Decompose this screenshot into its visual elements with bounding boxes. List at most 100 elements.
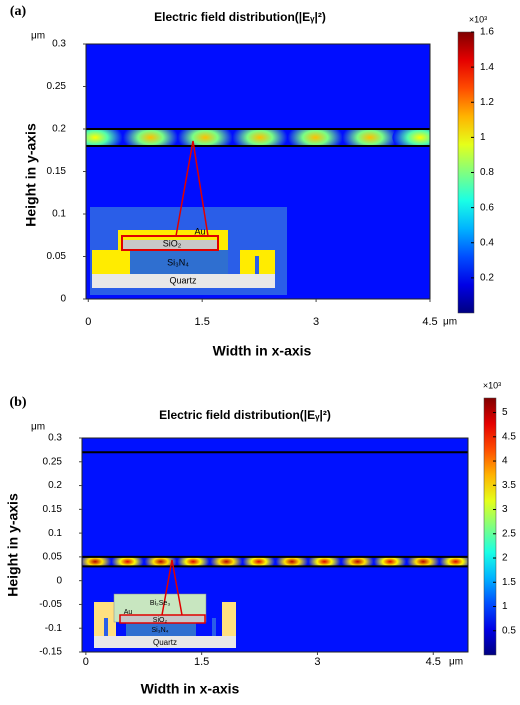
y-tick-label: 0.3 <box>52 39 66 50</box>
colorbar-multiplier: ×10³ <box>483 380 501 390</box>
y-tick-label: 0.1 <box>48 528 62 539</box>
colorbar <box>483 397 497 656</box>
hotspot <box>392 129 430 146</box>
inset-b: Bi₂Se₃ Au SiO₂ Si₃N₄ Quartz <box>94 559 236 648</box>
y-tick-label: 0 <box>56 575 62 586</box>
chart-title: Electric field distribution(|Eᵧ|²) <box>159 408 331 422</box>
y-tick-label: 0.3 <box>48 433 62 444</box>
y-tick-label: 0.15 <box>47 166 67 177</box>
x-tick-label: 4.5 <box>426 656 441 668</box>
y-tick-label: 0.05 <box>47 251 67 262</box>
inset-label: Quartz <box>153 638 177 647</box>
si3n4-layer <box>126 622 196 636</box>
y-tick-label: 0.15 <box>43 504 63 515</box>
chart-title: Electric field distribution(|Eᵧ|²) <box>154 10 326 24</box>
x-tick-label: 3 <box>314 656 320 668</box>
plot-frame <box>81 437 469 653</box>
hotspot <box>86 129 123 146</box>
colorbar-tick-label: 1 <box>480 132 486 143</box>
hotspot <box>373 556 407 567</box>
inset-label: SiO₂ <box>153 617 168 624</box>
y-tick-label: 0.05 <box>43 552 63 563</box>
x-tick-label: 4.5 <box>422 316 437 328</box>
hotspot <box>287 129 344 146</box>
x-axis-label: Width in x-axis <box>213 343 312 359</box>
colorbar-tick-label: 2.5 <box>502 528 516 539</box>
colorbar-multiplier: ×10³ <box>469 14 487 24</box>
panel-label: (b) <box>9 395 26 410</box>
colorbar-tick-label: 3.5 <box>502 480 516 491</box>
quartz-layer <box>92 274 275 288</box>
hotspot <box>341 556 374 567</box>
colorbar-tick-label: 4.5 <box>502 431 516 442</box>
inset-label: SiO₂ <box>163 238 182 248</box>
hotspot <box>210 556 243 567</box>
x-tick-label: 1.5 <box>195 316 210 328</box>
y-tick-label: 0.2 <box>52 124 66 135</box>
pointer <box>175 140 209 237</box>
colorbar-tick-label: 0.2 <box>480 273 494 284</box>
colorbar-tick-label: 1.5 <box>502 577 516 588</box>
hotspot <box>275 556 309 567</box>
y-tick-label: 0.25 <box>47 81 67 92</box>
y-tick-label: 0 <box>60 294 66 305</box>
colorbar-tick-label: 4 <box>502 456 508 467</box>
highlight-box <box>121 235 219 251</box>
colorbar-tick-label: 1 <box>502 601 508 612</box>
colorbar-tick-label: 2 <box>502 553 508 564</box>
gap <box>255 256 259 274</box>
inset-label: Si₃N₄ <box>152 627 169 634</box>
hotspot <box>308 556 341 567</box>
y-tick-label: -0.15 <box>39 647 62 658</box>
hotspot <box>177 129 233 146</box>
hotspot <box>111 556 144 567</box>
hotspot <box>144 556 177 567</box>
colorbar-tick-label: 1.2 <box>480 97 494 108</box>
inset-label: Bi₂Se₃ <box>150 600 171 607</box>
y-unit: μm <box>31 422 45 433</box>
y-tick-label: 0.25 <box>43 456 63 467</box>
x-tick-label: 3 <box>313 316 319 328</box>
hotspot <box>342 129 398 146</box>
pointer <box>161 559 183 616</box>
hotspot <box>407 556 440 567</box>
gap <box>212 618 216 636</box>
hotspot <box>176 556 210 567</box>
x-unit: μm <box>443 317 457 328</box>
colorbar-tick-label: 0.4 <box>480 237 494 248</box>
y-tick-label: -0.05 <box>39 599 62 610</box>
band-range <box>82 556 468 567</box>
x-unit: μm <box>449 657 463 668</box>
colorbar-tick-label: 1.4 <box>480 62 494 73</box>
inset-a: Au SiO₂ Si₃N₄ Quartz <box>90 140 287 295</box>
colorbar-tick-label: 0.6 <box>480 202 494 213</box>
colorbar-tick-label: 1.6 <box>480 27 494 38</box>
colorbar-tick-label: 3 <box>502 504 508 515</box>
sio2-layer <box>122 240 218 250</box>
inset-label: Si₃N₄ <box>167 257 189 267</box>
x-tick-label: 0 <box>85 316 91 328</box>
hotspot <box>82 556 112 567</box>
colorbar-tick-label: 5 <box>502 407 508 418</box>
colorbar-tick-label: 0.8 <box>480 167 494 178</box>
hotspot <box>232 129 288 146</box>
inset-label: Au <box>124 609 133 616</box>
x-tick-label: 1.5 <box>194 656 209 668</box>
quartz-layer <box>94 636 236 648</box>
colorbar-tick-label: 0.5 <box>502 625 516 636</box>
y-tick-label: 0.1 <box>52 209 66 220</box>
x-axis-label: Width in x-axis <box>141 681 240 697</box>
au-layer <box>222 602 236 636</box>
y-unit: μm <box>31 31 45 42</box>
si3n4-layer <box>130 250 228 274</box>
y-tick-label: 0.2 <box>48 480 62 491</box>
y-axis-label: Height in y-axis <box>5 493 21 597</box>
x-tick-label: 0 <box>83 656 89 668</box>
y-axis-label: Height in y-axis <box>23 123 39 227</box>
hotspot <box>439 556 468 567</box>
hotspot <box>242 556 275 567</box>
inset-label: Quartz <box>169 275 197 285</box>
hotspot <box>122 129 179 146</box>
